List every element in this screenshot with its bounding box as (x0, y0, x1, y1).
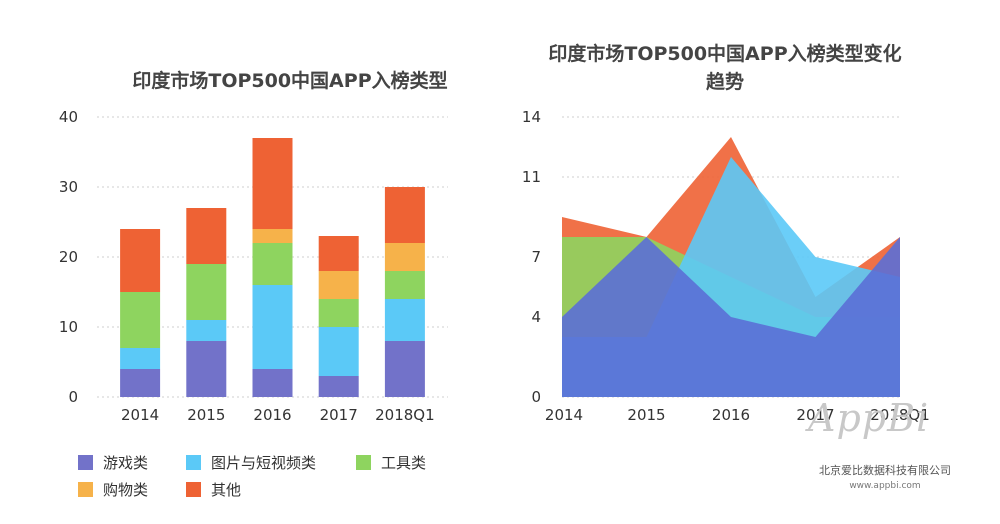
bar-segment (318, 271, 359, 299)
bar-segment (318, 376, 359, 397)
watermark-url: www.appbi.com (849, 481, 921, 491)
bar-segment (318, 299, 359, 327)
legend-swatch (186, 455, 201, 470)
bar-segment (318, 236, 359, 271)
area-y-tick-label: 11 (522, 168, 541, 186)
bar-segment (186, 208, 227, 264)
legend-item-tools: 工具类 (356, 452, 426, 473)
area-x-tick-label: 2014 (545, 406, 583, 424)
bar-segment (120, 348, 161, 369)
bar-chart-title: 印度市场TOP500中国APP入榜类型 (132, 70, 448, 92)
area-chart-title: 印度市场TOP500中国APP入榜类型变化趋势 (548, 43, 902, 93)
bar-segment (384, 187, 425, 243)
bar-y-tick-label: 20 (59, 248, 78, 266)
legend-item-photo-video: 图片与短视频类 (186, 452, 316, 473)
bar-x-tick-label: 2018Q1 (375, 406, 435, 424)
bar-y-tick-label: 30 (59, 178, 78, 196)
legend-swatch (78, 455, 93, 470)
area-x-tick-label: 2018Q1 (870, 406, 930, 424)
bar-segment (384, 243, 425, 271)
legend-item-game: 游戏类 (78, 452, 148, 473)
bar-segment (252, 243, 293, 285)
legend-label: 其他 (211, 481, 242, 499)
bar-x-tick-label: 2014 (121, 406, 159, 424)
bar-x-tick-label: 2016 (253, 406, 291, 424)
bar-segment (186, 341, 227, 397)
legend-label: 购物类 (103, 481, 149, 499)
bar-segment (252, 285, 293, 369)
bar-segment (186, 264, 227, 320)
bar-segment (384, 341, 425, 397)
area-y-tick-label: 7 (531, 248, 541, 266)
bar-x-tick-label: 2017 (320, 406, 358, 424)
bar-segment (120, 292, 161, 348)
area-y-tick-label: 4 (531, 308, 541, 326)
bar-segment (252, 369, 293, 397)
bar-segment (120, 369, 161, 397)
area-x-tick-label: 2017 (796, 406, 834, 424)
bar-y-tick-label: 40 (59, 108, 78, 126)
area-y-tick-label: 0 (531, 388, 541, 406)
area-x-tick-label: 2016 (712, 406, 750, 424)
bar-segment (252, 138, 293, 229)
legend-swatch (78, 482, 93, 497)
watermark-company: 北京爱比数据科技有限公司 (819, 464, 951, 477)
area-series (562, 237, 900, 397)
legend-label: 游戏类 (103, 454, 149, 472)
legend-swatch (356, 455, 371, 470)
bar-y-tick-label: 10 (59, 318, 78, 336)
bar-segment (384, 271, 425, 299)
legend-swatch (186, 482, 201, 497)
bar-y-tick-label: 0 (68, 388, 78, 406)
legend-label: 图片与短视频类 (211, 454, 317, 472)
area-x-tick-label: 2015 (627, 406, 665, 424)
legend-item-shopping: 购物类 (78, 479, 148, 500)
legend-label: 工具类 (381, 454, 427, 472)
bar-segment (120, 229, 161, 292)
bar-segment (252, 229, 293, 243)
bar-segment (186, 320, 227, 341)
area-y-tick-label: 14 (522, 108, 541, 126)
watermark-logo: AppBi (808, 396, 930, 440)
bar-segment (384, 299, 425, 341)
bar-segment (318, 327, 359, 376)
bar-x-tick-label: 2015 (187, 406, 225, 424)
legend-item-other: 其他 (186, 479, 241, 500)
